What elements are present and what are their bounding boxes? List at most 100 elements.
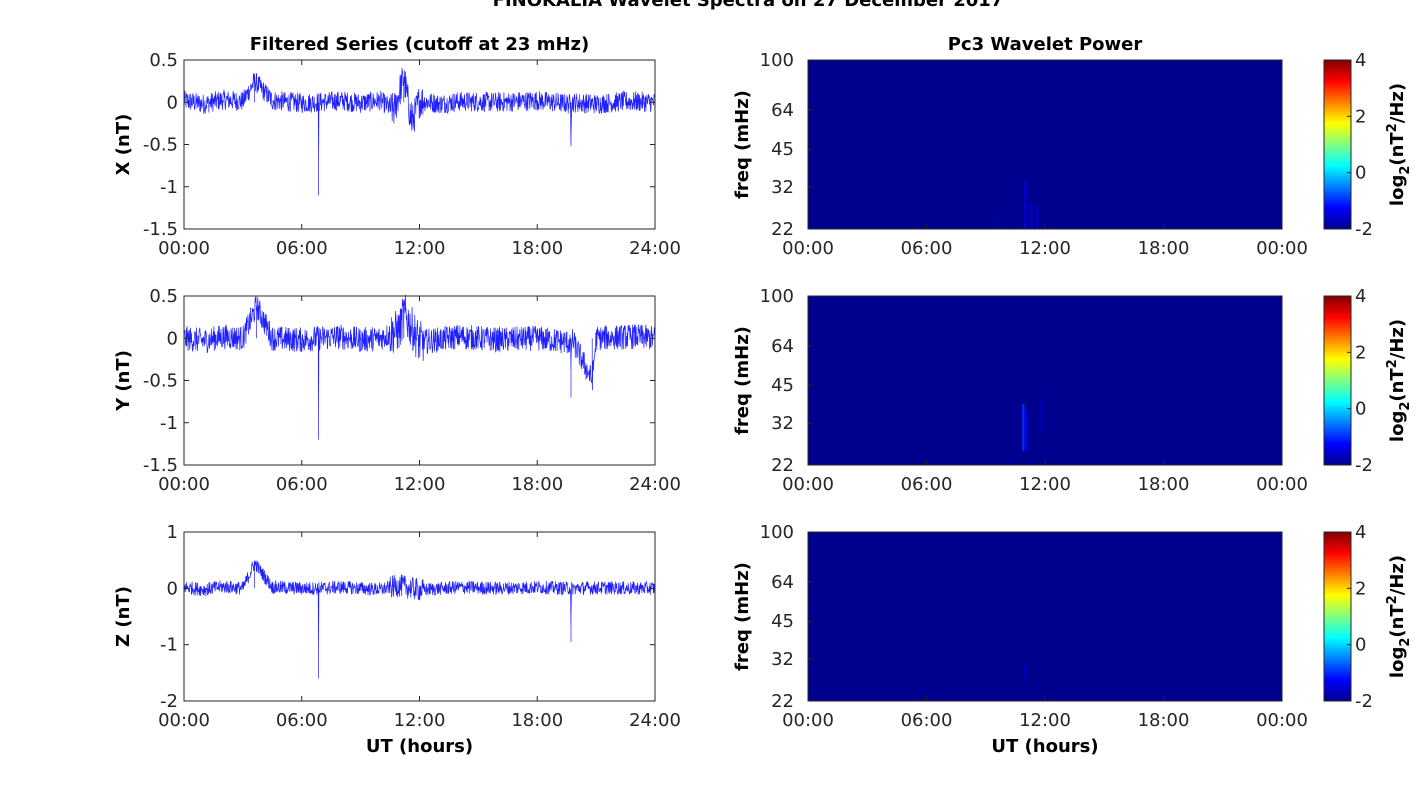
x-tick-label: 06:00	[901, 710, 953, 731]
series-line	[183, 294, 656, 440]
y-axis-label: Y (nT)	[113, 350, 134, 412]
power-feature	[1022, 403, 1025, 451]
x-tick-label: 12:00	[394, 474, 446, 495]
x-tick-label: 06:00	[276, 474, 328, 495]
y-tick-label: 0	[167, 92, 178, 113]
x-tick-label: 12:00	[1019, 474, 1071, 495]
y-tick-label: 22	[771, 219, 794, 240]
x-tick-label: 06:00	[901, 238, 953, 259]
colorbar-gradient	[1323, 295, 1352, 466]
panel-title: Pc3 Wavelet Power	[948, 34, 1143, 55]
plot-frame	[183, 531, 656, 702]
x-tick-label: 00:00	[782, 474, 834, 495]
colorbar-tick-label: 4	[1355, 286, 1366, 307]
y-tick-label: 0.5	[149, 286, 178, 307]
colorbar-3: 4 2 0 -2 log2(nT2/Hz)	[1323, 522, 1413, 712]
x-tick-label: 00:00	[1256, 710, 1308, 731]
time-series-panel-3: 00:00 06:00 12:00 18:00 24:00 1 0 -1 -2 Z (nT) UT …	[113, 522, 681, 757]
power-feature	[994, 219, 997, 229]
x-tick-label: 12:00	[394, 238, 446, 259]
y-tick-label: 22	[771, 455, 794, 476]
colorbar-label: log2(nT2/Hz)	[1385, 319, 1413, 442]
power-feature	[1040, 398, 1043, 431]
y-tick-label: 64	[771, 100, 794, 121]
y-axis-label: Z (nT)	[113, 586, 134, 647]
colorbar-gradient	[1323, 59, 1352, 230]
spectrum-background	[808, 60, 1282, 229]
y-tick-label: -0.5	[143, 371, 178, 392]
figure-title: FINOKALIA Wavelet Spectra on 27 December…	[493, 0, 1004, 11]
time-series-panel-2: 00:00 06:00 12:00 18:00 24:00 0.5 0 -0.5 -1 -1.5 Y…	[113, 286, 681, 495]
x-tick-label: 00:00	[158, 238, 210, 259]
y-tick-label: 45	[771, 139, 794, 160]
spectrum-background	[808, 532, 1282, 701]
colorbar-tick-label: 0	[1355, 399, 1366, 420]
y-tick-label: 0.5	[149, 50, 178, 71]
colorbar-2: 4 2 0 -2 log2(nT2/Hz)	[1323, 286, 1413, 476]
y-axis-label: freq (mHz)	[732, 326, 753, 435]
power-feature	[1024, 180, 1027, 229]
series-line	[183, 560, 656, 679]
y-tick-label: 100	[760, 522, 794, 543]
power-feature	[1030, 202, 1033, 229]
y-tick-label: -1.5	[143, 455, 178, 476]
power-feature	[1023, 662, 1026, 683]
y-tick-label: 32	[771, 413, 794, 434]
y-tick-label: 45	[771, 611, 794, 632]
colorbar-tick-label: 2	[1355, 342, 1366, 363]
x-tick-label: 00:00	[782, 710, 834, 731]
colorbar-tick-label: 4	[1355, 522, 1366, 543]
colorbar-label: log2(nT2/Hz)	[1385, 555, 1413, 678]
x-tick-label: 06:00	[276, 710, 328, 731]
x-axis-label: UT (hours)	[366, 736, 473, 757]
x-tick-label: 12:00	[1019, 238, 1071, 259]
colorbar-tick-label: 0	[1355, 163, 1366, 184]
colorbar-tick-label: 0	[1355, 635, 1366, 656]
x-tick-label: 18:00	[1138, 474, 1190, 495]
x-tick-label: 00:00	[158, 710, 210, 731]
y-tick-label: -1.5	[143, 219, 178, 240]
y-tick-label: 32	[771, 177, 794, 198]
time-series-panel-1: 00:00 06:00 12:00 18:00 24:00 0.5 0 -0.5 -1 -1.5 F…	[113, 34, 681, 259]
colorbar-tick-label: 4	[1355, 50, 1366, 71]
x-tick-label: 18:00	[1138, 710, 1190, 731]
x-tick-label: 18:00	[1138, 238, 1190, 259]
x-tick-label: 00:00	[782, 238, 834, 259]
y-tick-label: -1	[160, 635, 178, 656]
y-axis-label: X (nT)	[113, 114, 134, 176]
x-tick-label: 18:00	[511, 710, 563, 731]
y-tick-label: 1	[167, 522, 178, 543]
plot-frame	[183, 295, 656, 466]
panel-title: Filtered Series (cutoff at 23 mHz)	[250, 34, 589, 55]
x-tick-label: 18:00	[511, 474, 563, 495]
x-tick-label: 00:00	[1256, 238, 1308, 259]
x-tick-label: 18:00	[511, 238, 563, 259]
y-tick-label: -0.5	[143, 135, 178, 156]
x-tick-label: 24:00	[629, 238, 681, 259]
x-tick-label: 12:00	[1019, 710, 1071, 731]
y-axis-label: freq (mHz)	[732, 90, 753, 199]
y-tick-label: 45	[771, 375, 794, 396]
x-tick-label: 24:00	[629, 710, 681, 731]
spectrum-background	[808, 296, 1282, 465]
x-tick-label: 00:00	[158, 474, 210, 495]
spectrum-panel-3: 00:00 06:00 12:00 18:00 00:00 100 64 45 32 22 freq…	[732, 522, 1413, 757]
y-tick-label: -1	[160, 413, 178, 434]
y-tick-label: 22	[771, 691, 794, 712]
x-tick-label: 00:00	[1256, 474, 1308, 495]
y-tick-label: 100	[760, 50, 794, 71]
power-feature	[1036, 206, 1039, 229]
colorbar-1: 4 2 0 -2 log2(nT2/Hz)	[1323, 50, 1413, 240]
colorbar-tick-label: 2	[1355, 106, 1366, 127]
y-tick-label: 64	[771, 572, 794, 593]
x-tick-label: 06:00	[276, 238, 328, 259]
y-tick-label: 100	[760, 286, 794, 307]
power-feature	[1025, 410, 1028, 451]
y-tick-label: -2	[160, 691, 178, 712]
colorbar-label: log2(nT2/Hz)	[1385, 83, 1413, 206]
series-line	[183, 67, 656, 196]
y-tick-label: 32	[771, 649, 794, 670]
colorbar-tick-label: -2	[1355, 219, 1373, 240]
x-axis-label: UT (hours)	[991, 736, 1098, 757]
